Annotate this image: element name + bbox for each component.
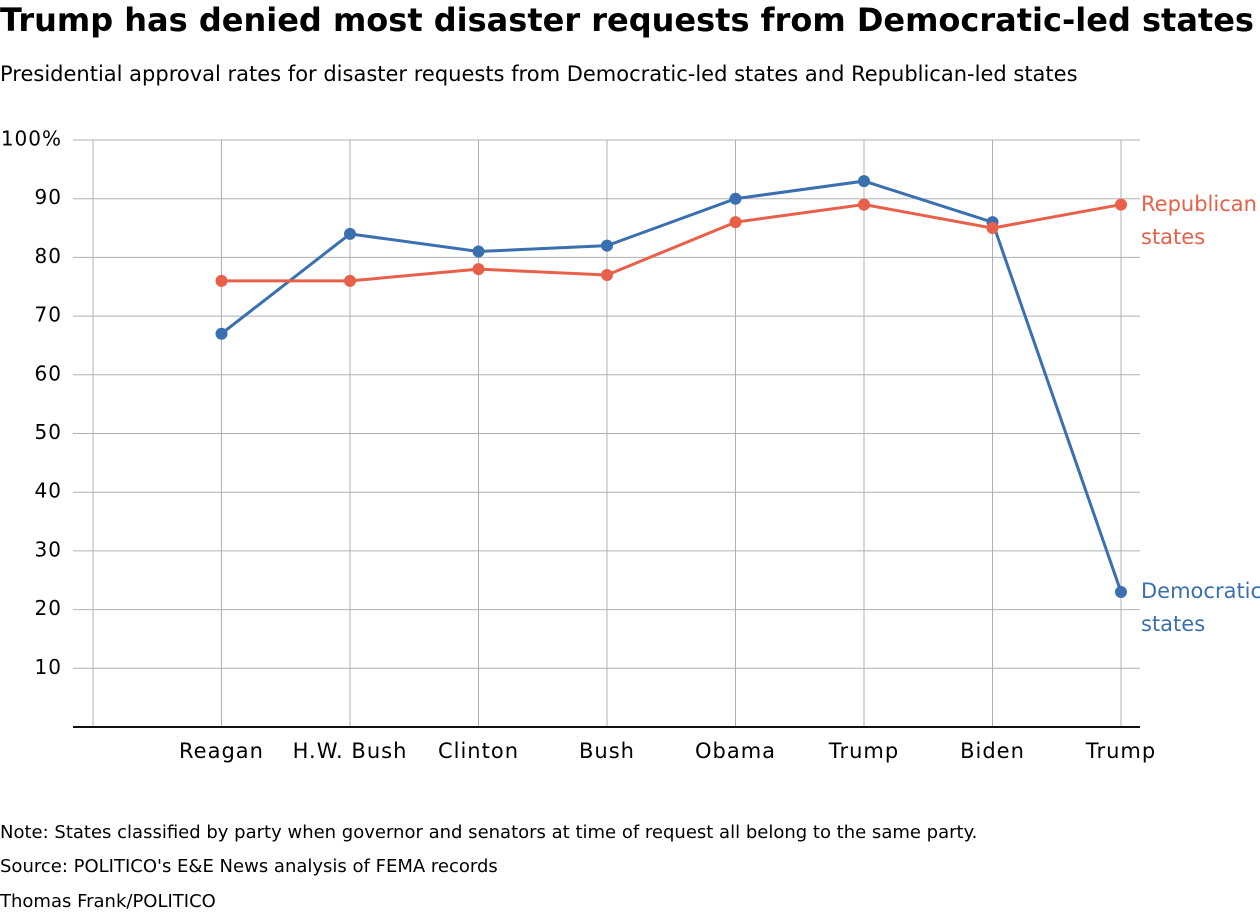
point [215,327,228,340]
y-tick-label: 70 [35,303,62,327]
x-tick-label: Reagan [179,739,264,763]
point [858,175,870,188]
source: Source: POLITICO's E&E News analysis of … [0,856,498,877]
y-tick-label: 10 [35,655,62,679]
y-tick-label: 90 [35,185,62,209]
point [1115,198,1127,211]
series-line [220,179,1123,593]
point [472,245,485,258]
y-tick-label: 40 [35,479,62,503]
point [1115,585,1127,598]
series-label: Republican states [1141,191,1257,249]
point [601,269,613,282]
x-tick-label: Trump [1085,739,1156,763]
point [344,274,356,287]
x-tick-label: Bush [579,739,635,763]
y-tick-label: 60 [35,361,62,385]
y-tick-label: 30 [35,537,62,561]
x-tick-label: Biden [960,739,1025,763]
y-tick-label: 20 [35,596,62,620]
x-tick-label: H.W. Bush [293,739,408,763]
y-tick-label: 50 [35,420,62,444]
point [858,198,870,211]
point [344,227,356,240]
note: Note: States classified by party when go… [0,822,977,843]
point [601,239,613,252]
credit: Thomas Frank/POLITICO [0,891,216,912]
series-label: Democratic states [1141,578,1260,636]
y-tick-label: 80 [35,244,62,268]
x-tick-label: Clinton [438,739,519,763]
point [472,263,485,276]
chart-subtitle: Presidential approval rates for disaster… [0,62,1078,86]
point [729,216,742,229]
y-tick-label: 100% [1,127,62,151]
point [986,222,999,235]
x-tick-label: Trump [828,739,899,763]
point [215,274,228,287]
series-line [221,203,1122,283]
x-tick-label: Obama [695,739,776,763]
chart-title: Trump has denied most disaster requests … [0,1,1254,39]
point [729,192,742,205]
